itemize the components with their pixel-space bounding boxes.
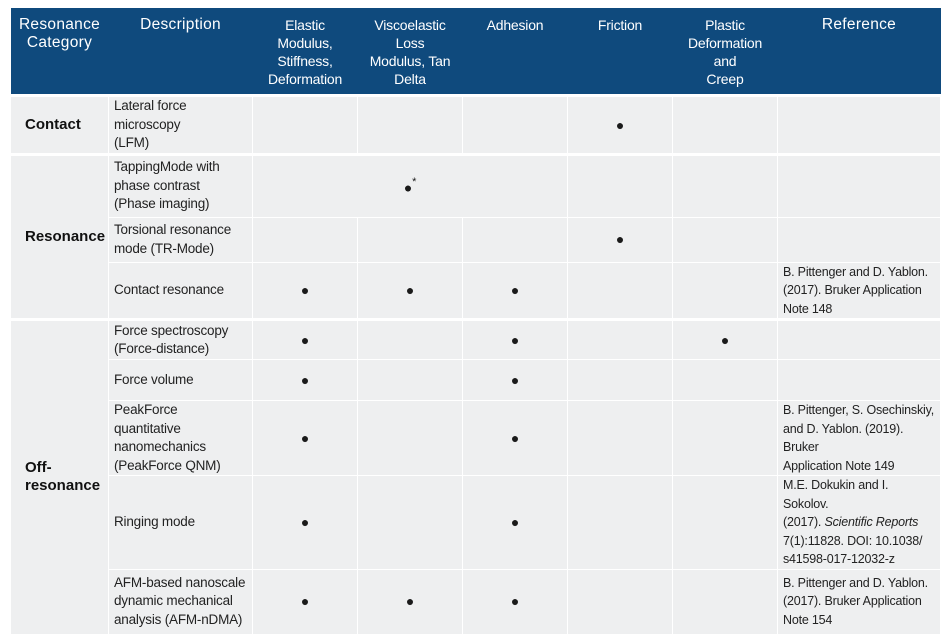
description: PeakForce quantitative nanomechanics (Pe… (108, 400, 253, 476)
cell (567, 261, 673, 320)
description: Torsional resonance mode (TR-Mode) (108, 216, 253, 263)
description: Force volume (108, 359, 253, 401)
cell (672, 152, 778, 218)
category: Contact (10, 94, 109, 155)
modes-table: Resonance Category Description Elastic M… (10, 8, 941, 635)
dot: ● (357, 568, 463, 635)
cell (777, 152, 941, 218)
dot: ● (567, 216, 673, 263)
cell (567, 318, 673, 360)
cell (357, 216, 463, 263)
cell (672, 216, 778, 263)
header-cell: Friction (567, 8, 673, 96)
row: Contact resonance ● ● ● B. Pittenger and… (11, 261, 941, 320)
row: Ringing mode ● ● M.E. Dokukin and I. Sok… (11, 475, 941, 570)
row: AFM-based nanoscale dynamic mechanical a… (11, 568, 941, 635)
cell (672, 261, 778, 320)
cell (777, 318, 941, 360)
cell (672, 568, 778, 635)
dot: ● (252, 261, 358, 320)
category: Resonance (10, 152, 109, 320)
row: Off- resonance Force spectroscopy (Force… (10, 318, 941, 635)
reference: M.E. Dokukin and I. Sokolov. (2017). Sci… (777, 475, 941, 570)
header-cell: Viscoelastic Loss Modulus, Tan Delta (357, 8, 463, 96)
dot: ● (567, 94, 673, 155)
reference: B. Pittenger and D. Yablon. (2017). Bruk… (777, 261, 941, 320)
dot: ● (462, 261, 568, 320)
dot: ● (252, 400, 358, 476)
cell (567, 568, 673, 635)
cell (567, 400, 673, 476)
cell (252, 94, 358, 155)
row: Force volume ● ● (11, 359, 941, 401)
cell (777, 94, 941, 155)
description: Lateral force microscopy (LFM) (108, 94, 253, 155)
reference: B. Pittenger, S. Osechinskiy, and D. Yab… (777, 400, 941, 476)
dot: ● (462, 568, 568, 635)
merged-cell: ●* (252, 152, 568, 218)
cell (252, 216, 358, 263)
cell (567, 475, 673, 570)
cell (672, 475, 778, 570)
dot: ● (357, 261, 463, 320)
note: * (412, 175, 417, 188)
dot: ● (462, 400, 568, 476)
dot: ● (252, 475, 358, 570)
cell (357, 318, 463, 360)
row: Torsional resonance mode (TR-Mode) ● (11, 216, 941, 263)
row: Resonance TappingMode with phase contras… (10, 152, 941, 320)
header-row: Resonance Category Description Elastic M… (10, 8, 941, 96)
journal: Scientific Reports (824, 515, 919, 529)
cell (777, 359, 941, 401)
dot: ● (462, 359, 568, 401)
dot: ● (462, 318, 568, 360)
dot: ● (252, 359, 358, 401)
header-cell: Resonance Category (10, 8, 109, 96)
dot: ● (403, 179, 413, 196)
cell (672, 400, 778, 476)
cell (357, 359, 463, 401)
description: AFM-based nanoscale dynamic mechanical a… (108, 568, 253, 635)
dot: ● (462, 475, 568, 570)
cell (672, 359, 778, 401)
cell (357, 400, 463, 476)
header-cell: Description (108, 8, 253, 96)
page: {"table": { "header": ["Resonance\nCateg… (10, 8, 941, 635)
cell (357, 475, 463, 570)
category: Off- resonance (10, 318, 109, 635)
description: Contact resonance (108, 261, 253, 320)
dot: ● (252, 568, 358, 635)
cell (462, 94, 568, 155)
row: PeakForce quantitative nanomechanics (Pe… (11, 400, 941, 476)
reference-text: 7(1):11828. DOI: 10.1038/ s41598-017-120… (783, 533, 923, 567)
dot: ● (252, 318, 358, 360)
description: TappingMode with phase contrast (Phase i… (108, 152, 253, 218)
reference-text: M.E. Dokukin and I. Sokolov. (2017). (783, 478, 889, 529)
header-cell: Adhesion (462, 8, 568, 96)
dot: ● (672, 318, 778, 360)
description: Force spectroscopy (Force-distance) (108, 318, 253, 360)
description: Ringing mode (108, 475, 253, 570)
header-cell: Elastic Modulus, Stiffness, Deformation (252, 8, 358, 96)
row: Contact Lateral force microscopy (LFM) ● (10, 94, 941, 155)
cell (777, 216, 941, 263)
cell (672, 94, 778, 155)
reference: B. Pittenger and D. Yablon. (2017). Bruk… (777, 568, 941, 635)
cell (567, 359, 673, 401)
cell (357, 94, 463, 155)
header-cell: Plastic Deformation and Creep (672, 8, 778, 96)
cell (567, 152, 673, 218)
cell (462, 216, 568, 263)
header-cell: Reference (777, 8, 941, 96)
